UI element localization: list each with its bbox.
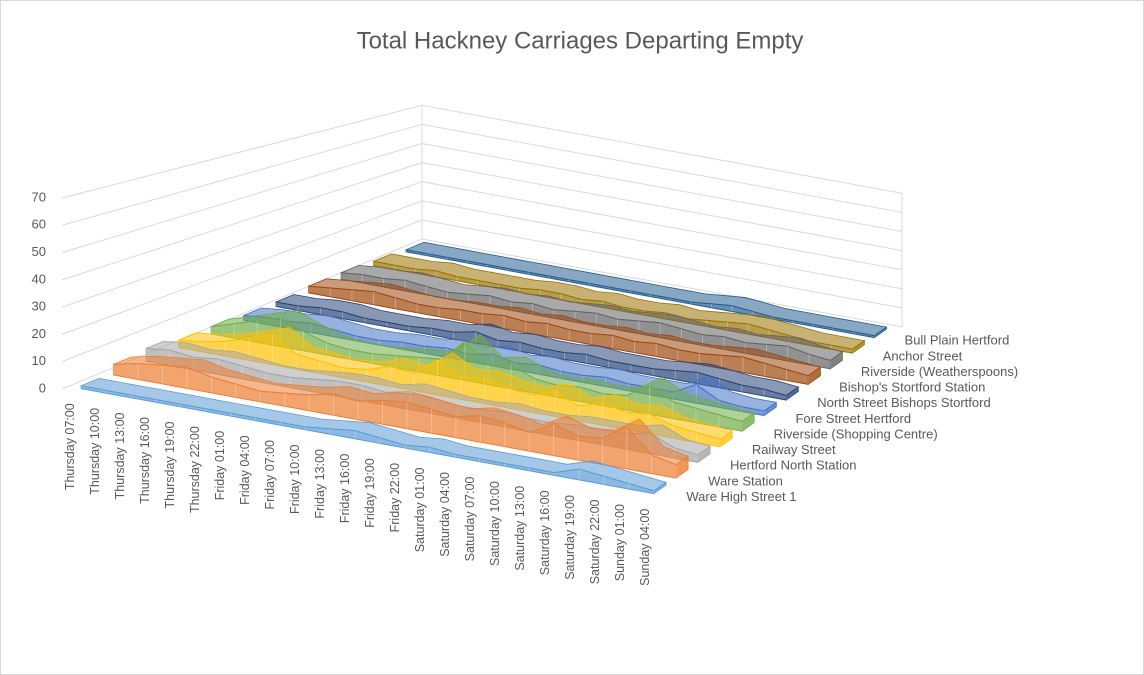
series-label: Bishop's Stortford Station <box>839 380 985 395</box>
x-tick-label: Saturday 13:00 <box>513 486 527 571</box>
x-tick-label: Saturday 01:00 <box>413 467 427 552</box>
series-label: Ware High Street 1 <box>686 489 796 504</box>
x-tick-label: Saturday 16:00 <box>538 490 552 575</box>
series-label: Anchor Street <box>883 348 963 363</box>
y-tick-label: 10 <box>32 353 46 368</box>
y-tick-label: 70 <box>32 189 46 204</box>
x-tick-label: Saturday 07:00 <box>463 477 477 562</box>
x-tick-label: Friday 22:00 <box>388 463 402 533</box>
y-tick-label: 50 <box>32 244 46 259</box>
series-label: Bull Plain Hertford <box>905 333 1010 348</box>
area <box>275 301 787 401</box>
x-tick-label: Friday 16:00 <box>338 454 352 524</box>
x-tick-label: Friday 10:00 <box>288 444 302 514</box>
x-tick-label: Sunday 04:00 <box>638 509 652 586</box>
x-tick-label: Thursday 07:00 <box>63 403 77 490</box>
chart-title: Total Hackney Carriages Departing Empty <box>357 27 804 54</box>
area <box>308 285 809 385</box>
y-tick-label: 20 <box>32 326 46 341</box>
y-tick-label: 60 <box>32 217 46 232</box>
x-tick-label: Friday 07:00 <box>263 440 277 510</box>
x-tick-label: Saturday 04:00 <box>438 472 452 557</box>
x-tick-label: Thursday 22:00 <box>188 426 202 513</box>
x-tick-label: Thursday 16:00 <box>138 417 152 504</box>
x-tick-label: Thursday 13:00 <box>113 412 127 499</box>
series-label: Riverside (Weatherspoons) <box>861 364 1018 379</box>
x-tick-label: Friday 01:00 <box>213 431 227 501</box>
y-tick-label: 40 <box>32 271 46 286</box>
area <box>80 385 655 495</box>
y-tick-label: 30 <box>32 299 46 314</box>
series-label: Railway Street <box>752 442 836 457</box>
series-label: Riverside (Shopping Centre) <box>774 426 938 441</box>
x-tick-label: Friday 19:00 <box>363 458 377 528</box>
x-tick-label: Saturday 22:00 <box>588 499 602 584</box>
area <box>113 362 677 479</box>
x-tick-label: Sunday 01:00 <box>613 504 627 581</box>
x-tick-label: Saturday 10:00 <box>488 481 502 566</box>
series-label: Fore Street Hertford <box>795 411 911 426</box>
y-tick-label: 0 <box>39 380 46 395</box>
x-tick-label: Friday 13:00 <box>313 449 327 519</box>
series-label: Ware Station <box>708 473 783 488</box>
x-tick-label: Thursday 19:00 <box>163 422 177 509</box>
series-label: North Street Bishops Stortford <box>817 395 990 410</box>
series-label: Hertford North Station <box>730 458 856 473</box>
x-tick-label: Saturday 19:00 <box>563 495 577 580</box>
x-tick-label: Friday 04:00 <box>238 435 252 505</box>
x-tick-label: Thursday 10:00 <box>88 408 102 495</box>
